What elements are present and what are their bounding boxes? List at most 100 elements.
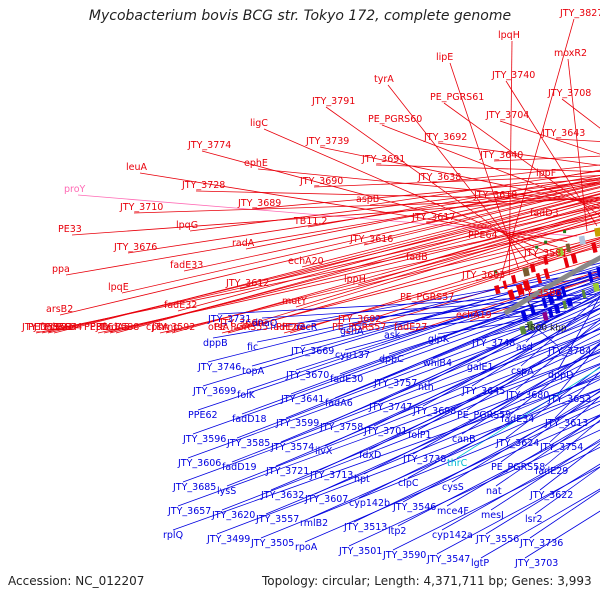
gene-label-jty-3620: JTY_3620 [211, 510, 255, 521]
feature-line [239, 193, 600, 290]
feature-line [109, 204, 600, 334]
feature-line [375, 164, 600, 172]
gene-label-jty-3612: JTY_3612 [225, 278, 269, 289]
gene-label-lppf: lppF [536, 168, 556, 179]
gene-label-jty-3657: JTY_3657 [167, 506, 211, 517]
feature-line [275, 328, 600, 467]
gene-block [543, 255, 549, 265]
gene-label-gsha: gshA [340, 326, 364, 337]
feature-line [456, 367, 600, 459]
feature-line [555, 138, 600, 142]
gene-label-leua: leuA [126, 162, 148, 173]
gene-label-moxr2: moxR2 [554, 48, 587, 59]
feature-line [490, 438, 600, 511]
feature-line [466, 322, 600, 411]
gene-block [547, 293, 555, 305]
tick-mark [527, 302, 532, 308]
feature-line [431, 164, 600, 184]
gene-label-fadd19: fadD19 [222, 462, 257, 473]
gene-label-glpk: glpK [428, 334, 450, 345]
feature-line [329, 301, 600, 423]
feature-line [189, 179, 600, 232]
gene-label-pe-pgrs55: PE_PGRS55 [214, 322, 268, 333]
feature-line [363, 355, 600, 475]
gene-label-jty-3585: JTY_3585 [226, 438, 270, 449]
gene-label-jty-3546: JTY_3546 [392, 502, 436, 513]
gene-label-jty-3669: JTY_3669 [290, 346, 334, 357]
feature-line [289, 238, 600, 334]
gene-label-jty-3748: JTY_3748 [471, 338, 515, 349]
gene-block [554, 304, 561, 314]
gene-block [542, 311, 549, 322]
gene-label-rplq: rplQ [163, 530, 183, 541]
feature-line [373, 313, 600, 427]
feature-lines-layer [35, 18, 600, 559]
gene-label-jty-3791: JTY_3791 [311, 96, 355, 107]
gene-block [560, 286, 567, 298]
feature-line [358, 379, 600, 499]
gene-label-jty-3708: JTY_3708 [547, 88, 591, 99]
gene-label-fdxd: fdxD [359, 450, 381, 461]
feature-line [236, 298, 600, 439]
feature-line [221, 363, 600, 511]
gene-label-jty-3618: JTY_3618 [473, 190, 517, 201]
gene-label-jty-3513: JTY_3513 [343, 522, 387, 533]
gene-block [526, 320, 535, 331]
gene-label-ask: ask [384, 330, 401, 341]
feature-line [121, 183, 600, 294]
gene-block [529, 263, 536, 273]
gene-label-jty-3754: JTY_3754 [539, 442, 583, 453]
gene-label-fade29: fadE29 [535, 466, 568, 477]
feature-line [270, 351, 600, 491]
gene-label-jty-3740: JTY_3740 [491, 70, 535, 81]
gene-label-jty-3691: JTY_3691 [361, 154, 405, 165]
feature-line [525, 323, 545, 343]
gene-label-hmp: hmp [158, 322, 179, 333]
feature-line [307, 175, 600, 228]
gene-label-jty-3616: JTY_3616 [349, 234, 393, 245]
feature-line [388, 284, 600, 355]
gene-block [515, 283, 525, 296]
feature-line [285, 291, 600, 419]
gene-label-jty-3698: JTY_3698 [412, 406, 456, 417]
gene-label-jty-3736: JTY_3736 [519, 538, 563, 549]
feature-line [549, 395, 600, 443]
gene-label-jty-3617: JTY_3617 [411, 212, 455, 223]
feature-line [192, 289, 600, 435]
gene-label-cpsa: cpsA [146, 322, 169, 333]
gene-label-fada6: fadA6 [325, 398, 353, 409]
feature-line [159, 229, 600, 334]
gene-label-canb: canB [452, 434, 476, 445]
feature-line [260, 400, 600, 539]
accession-text: Accession: NC_012207 [8, 574, 145, 588]
gene-label-jty-3728: JTY_3728 [181, 180, 225, 191]
gene-label-jty-3757: JTY_3757 [373, 378, 417, 389]
gene-label-jty-3704: JTY_3704 [485, 110, 529, 121]
feature-line [251, 177, 600, 210]
gene-marker [535, 245, 539, 249]
gene-label-tyra: tyrA [374, 74, 394, 85]
tick-layer: 3800 kbp3850 kbp3900 kbp3950 kbp4000 kbp… [524, 302, 567, 333]
gene-label-cyss: cysS [442, 482, 464, 493]
feature-line [309, 388, 600, 519]
gene-block [566, 297, 573, 307]
tick-label-3800-kbp: 3800 kbp [524, 323, 567, 333]
feature-line [97, 222, 600, 334]
gene-block [543, 268, 551, 280]
feature-line [314, 364, 600, 495]
feature-line [221, 237, 600, 334]
gene-label-jty-3685: JTY_3685 [172, 482, 216, 493]
gene-label-lyss: lysS [217, 486, 236, 497]
gene-label-fade26: fadE26 [270, 322, 303, 333]
feature-line [177, 352, 600, 507]
feature-line [557, 342, 600, 395]
gene-label-ppe62: PPE62 [188, 410, 218, 421]
gene-label-pe-pgrs54: PE_PGRS54 [28, 322, 82, 333]
gene-block [591, 241, 598, 253]
gene-block [587, 271, 594, 283]
gene-label-dnaq: dnaQ [252, 318, 277, 329]
gene-label-jty-3603: JTY_3603 [461, 270, 505, 281]
feature-line [171, 212, 600, 334]
feature-line [397, 421, 600, 527]
gene-label-fada5: fadA5 [102, 322, 130, 333]
